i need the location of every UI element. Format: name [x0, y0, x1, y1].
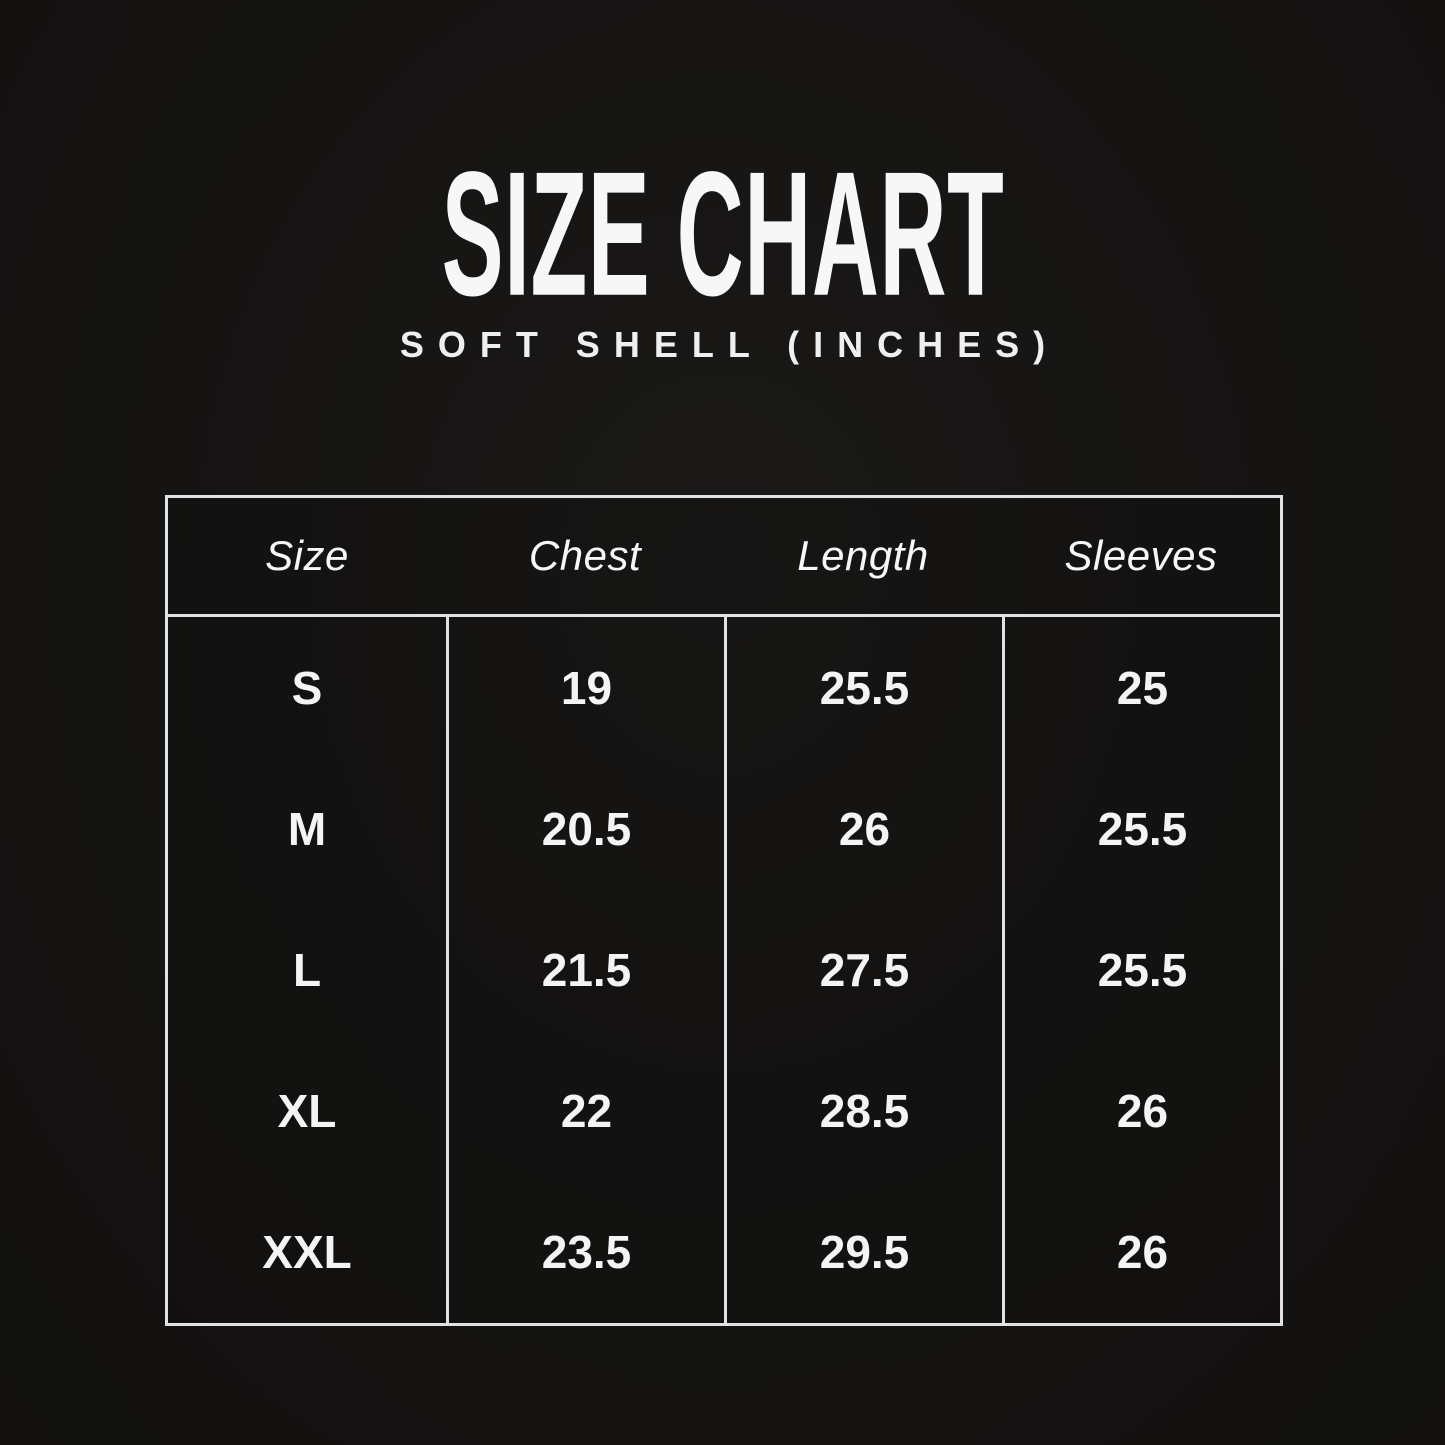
cell-sleeves-xl: 26 [1002, 1040, 1280, 1182]
cell-size-l: L [292, 943, 322, 996]
cell-chest-s: 19 [446, 617, 724, 759]
cell-size-m: M [287, 802, 327, 855]
cell-length-xxl: 29.5 [724, 1181, 1002, 1323]
cell-size-s: S [291, 661, 323, 714]
cell-chest-m: 20.5 [446, 758, 724, 900]
cell-chest-xl: 22 [446, 1040, 724, 1182]
cell-chest-xxl: 23.5 [446, 1181, 724, 1323]
table-header-row: Size Chest Length Sleeves [168, 498, 1280, 617]
page-title: SIZE CHART [441, 135, 1004, 333]
cell-sleeves-xxl: 26 [1002, 1181, 1280, 1323]
cell-sleeves-m: 25.5 [1002, 758, 1280, 900]
subtitle-block: SOFT SHELL (INCHES) [0, 324, 1445, 366]
cell-length-xl: 28.5 [724, 1040, 1002, 1182]
cell-size-xl: XL [277, 1085, 337, 1138]
size-table: Size Chest Length Sleeves S 19 25.5 25 M… [165, 495, 1283, 1326]
cell-length-l: 27.5 [724, 899, 1002, 1041]
title-block: SIZE CHART [0, 135, 1445, 333]
column-header-length: Length [797, 532, 929, 579]
cell-size-xxl: XXL [262, 1226, 352, 1279]
table-body: S 19 25.5 25 M 20.5 26 25.5 L 21.5 27.5 … [168, 617, 1280, 1323]
cell-length-m: 26 [724, 758, 1002, 900]
column-header-sleeves: Sleeves [1064, 532, 1218, 579]
page-subtitle: SOFT SHELL (INCHES) [399, 324, 1060, 365]
column-header-chest: Chest [528, 532, 642, 579]
cell-sleeves-l: 25.5 [1002, 899, 1280, 1041]
column-header-size: Size [265, 532, 349, 579]
cell-sleeves-s: 25 [1002, 617, 1280, 759]
cell-length-s: 25.5 [724, 617, 1002, 759]
cell-chest-l: 21.5 [446, 899, 724, 1041]
